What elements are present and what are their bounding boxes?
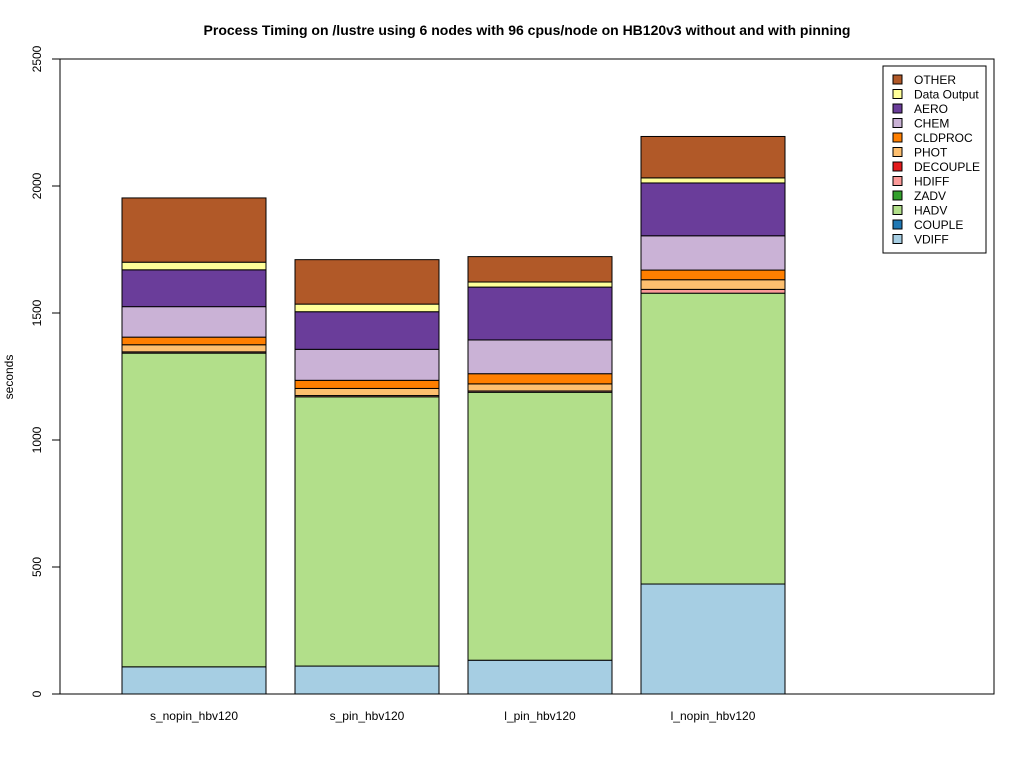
y-tick-label: 2000 xyxy=(30,172,44,199)
chart-title: Process Timing on /lustre using 6 nodes … xyxy=(204,22,851,38)
legend-swatch-phot xyxy=(892,147,903,157)
bar-segment-vdiff xyxy=(294,665,440,695)
bar-segment-phot xyxy=(640,279,786,290)
legend-swatch-decouple xyxy=(892,161,903,172)
legend-swatch-chem xyxy=(892,118,903,128)
legend-label: CLDPROC xyxy=(914,131,973,145)
bar-segment-aero xyxy=(294,311,440,350)
x-axis: s_nopin_hbv120 s_pin_hbv120 l_pin_hbv120 l_… xyxy=(150,709,756,723)
y-axis: 0 500 1000 1500 2000 2500 xyxy=(30,45,61,697)
bar-segment-phot xyxy=(294,387,440,397)
bar-segment-cldproc xyxy=(640,269,786,281)
bar-segment-aero xyxy=(467,286,613,341)
y-tick-label: 2500 xyxy=(30,45,44,72)
legend-label: PHOT xyxy=(914,146,948,160)
bar-segment-chem xyxy=(467,339,613,375)
bar-segment-vdiff xyxy=(640,583,786,695)
bar-segment-vdiff xyxy=(121,666,267,695)
bar-segment-chem xyxy=(121,306,267,338)
y-axis-label: seconds xyxy=(2,355,16,400)
bar-segment-phot xyxy=(121,344,267,353)
legend-label: ZADV xyxy=(914,189,946,203)
bar-segment-cldproc xyxy=(294,379,440,389)
legend-label: CHEM xyxy=(914,117,949,131)
legend-swatch-cldproc xyxy=(892,132,903,143)
legend-label: COUPLE xyxy=(914,218,963,232)
bar-segment-vdiff xyxy=(467,659,613,695)
legend-label: Data Output xyxy=(914,88,979,102)
legend-swatch-couple xyxy=(892,219,903,230)
bar-segment-data-output xyxy=(294,303,440,313)
x-tick-label: l_pin_hbv120 xyxy=(504,709,576,723)
x-tick-label: l_nopin_hbv120 xyxy=(671,709,756,723)
legend-swatch-hadv xyxy=(892,205,903,215)
legend-swatch-aero xyxy=(892,103,903,114)
bar-segment-hadv xyxy=(467,391,613,661)
bar-segment-hadv xyxy=(294,396,440,667)
x-tick-label: s_pin_hbv120 xyxy=(330,709,405,723)
bar-segment-chem xyxy=(640,235,786,271)
bar-segment-other xyxy=(121,197,267,263)
bar-segment-cldproc xyxy=(467,373,613,385)
bar-segment-chem xyxy=(294,348,440,381)
bar-segment-other xyxy=(294,259,440,305)
y-tick-label: 1500 xyxy=(30,299,44,326)
legend-swatch-zadv xyxy=(892,190,903,201)
y-tick-label: 1000 xyxy=(30,426,44,453)
bar-segment-aero xyxy=(640,182,786,237)
legend-label: OTHER xyxy=(914,73,956,87)
legend-swatch-vdiff xyxy=(892,234,903,244)
bars-group xyxy=(121,135,786,695)
bar-segment-hadv xyxy=(640,292,786,585)
y-tick-label: 0 xyxy=(30,690,44,697)
legend-label: VDIFF xyxy=(914,233,949,247)
legend-label: AERO xyxy=(914,102,948,116)
bar-segment-other xyxy=(640,135,786,179)
bar-segment-hdiff xyxy=(640,288,786,294)
legend-swatch-data-output xyxy=(892,89,903,99)
y-tick-label: 500 xyxy=(30,557,44,577)
bar-segment-cldproc xyxy=(121,336,267,346)
bar-segment-phot xyxy=(467,383,613,392)
bar-segment-data-output xyxy=(640,177,786,184)
legend-swatch-other xyxy=(892,74,903,85)
bar-segment-data-output xyxy=(467,281,613,288)
bar-segment-hadv xyxy=(121,352,267,668)
legend-label: DECOUPLE xyxy=(914,160,980,174)
bar-segment-aero xyxy=(121,269,267,308)
x-tick-label: s_nopin_hbv120 xyxy=(150,709,238,723)
legend-label: HDIFF xyxy=(914,175,949,189)
legend-label: HADV xyxy=(914,204,947,218)
legend-swatch-hdiff xyxy=(892,176,903,186)
bar-segment-other xyxy=(467,256,613,283)
bar-segment-data-output xyxy=(121,261,267,271)
